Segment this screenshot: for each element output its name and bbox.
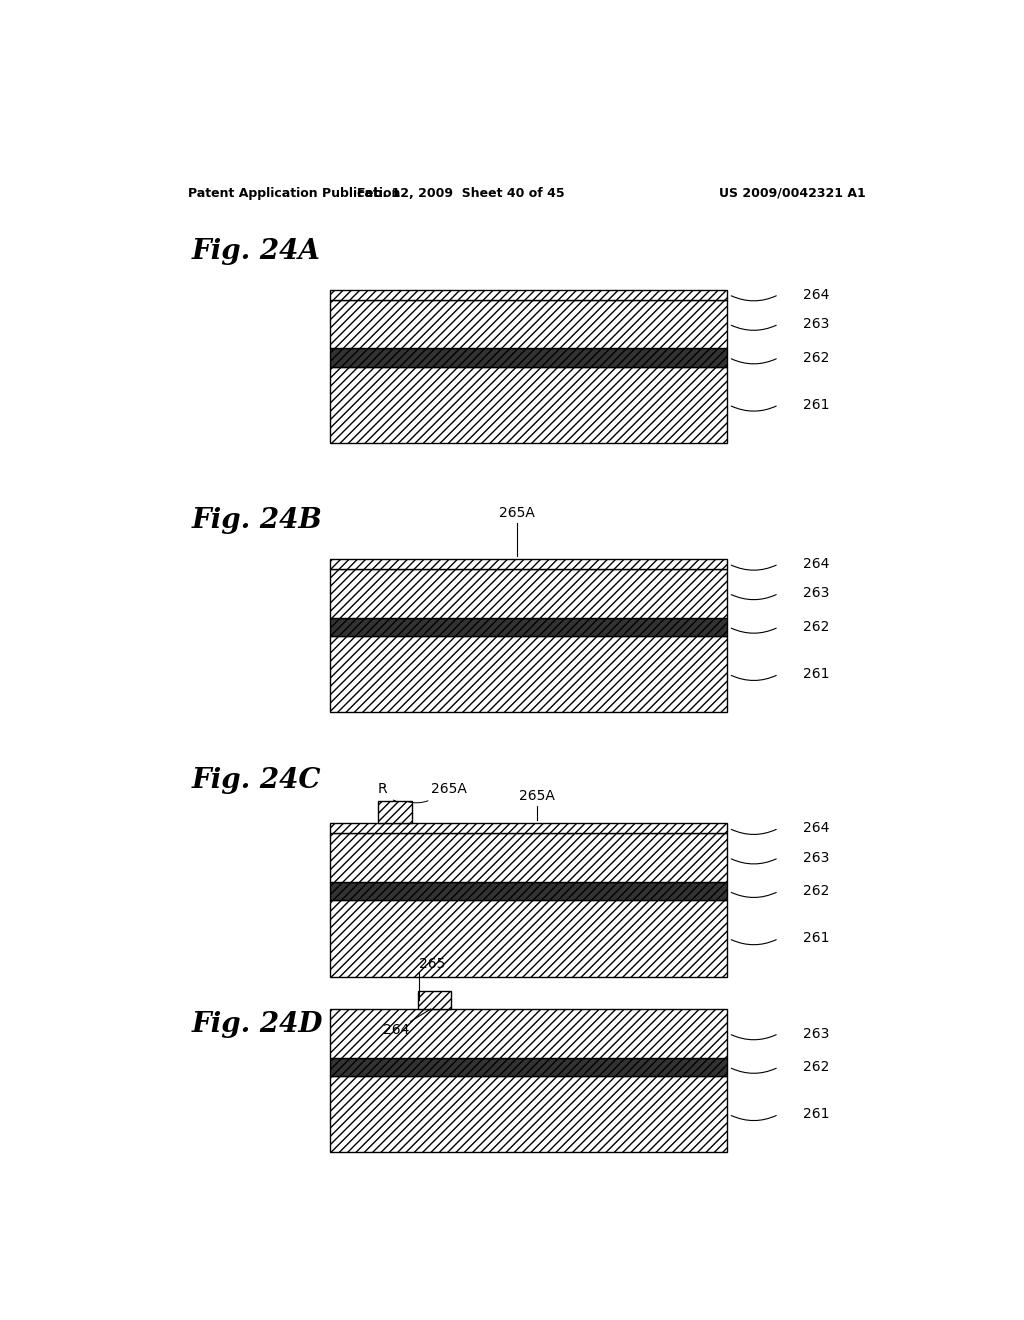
FancyBboxPatch shape [331,289,727,300]
FancyBboxPatch shape [331,833,727,882]
FancyBboxPatch shape [331,1057,727,1076]
FancyBboxPatch shape [331,569,727,618]
Text: 263: 263 [803,1027,829,1040]
FancyBboxPatch shape [331,900,727,977]
Text: 263: 263 [803,317,829,331]
Text: Fig. 24A: Fig. 24A [191,238,321,265]
Text: Fig. 24D: Fig. 24D [191,1011,323,1038]
Text: 265A: 265A [499,507,535,520]
FancyBboxPatch shape [331,636,727,713]
Text: R: R [377,781,387,796]
FancyBboxPatch shape [331,348,727,367]
Text: Fig. 24C: Fig. 24C [191,767,321,793]
FancyBboxPatch shape [418,991,452,1008]
FancyBboxPatch shape [331,1008,727,1057]
Text: 263: 263 [803,586,829,601]
Text: 265A: 265A [519,789,555,803]
Text: 265: 265 [419,957,445,970]
Text: 262: 262 [803,884,829,898]
Text: Feb. 12, 2009  Sheet 40 of 45: Feb. 12, 2009 Sheet 40 of 45 [357,187,565,199]
Text: 265A: 265A [430,781,467,796]
Text: 264: 264 [803,821,829,836]
Text: 262: 262 [803,1060,829,1074]
FancyBboxPatch shape [331,1076,727,1152]
FancyBboxPatch shape [331,558,727,569]
Text: US 2009/0042321 A1: US 2009/0042321 A1 [719,187,866,199]
Text: 264: 264 [383,1023,410,1038]
Text: 261: 261 [803,1107,829,1121]
Text: 263: 263 [803,850,829,865]
Text: Fig. 24B: Fig. 24B [191,507,323,535]
Text: 262: 262 [803,620,829,634]
Text: 262: 262 [803,351,829,364]
Text: 261: 261 [803,667,829,681]
FancyBboxPatch shape [331,618,727,636]
FancyBboxPatch shape [331,300,727,348]
FancyBboxPatch shape [331,882,727,900]
Text: Patent Application Publication: Patent Application Publication [187,187,400,199]
Text: 261: 261 [803,397,829,412]
FancyBboxPatch shape [378,801,412,824]
FancyBboxPatch shape [331,367,727,444]
Text: 264: 264 [803,557,829,572]
Text: 264: 264 [803,288,829,301]
Text: 261: 261 [803,932,829,945]
FancyBboxPatch shape [331,824,727,833]
